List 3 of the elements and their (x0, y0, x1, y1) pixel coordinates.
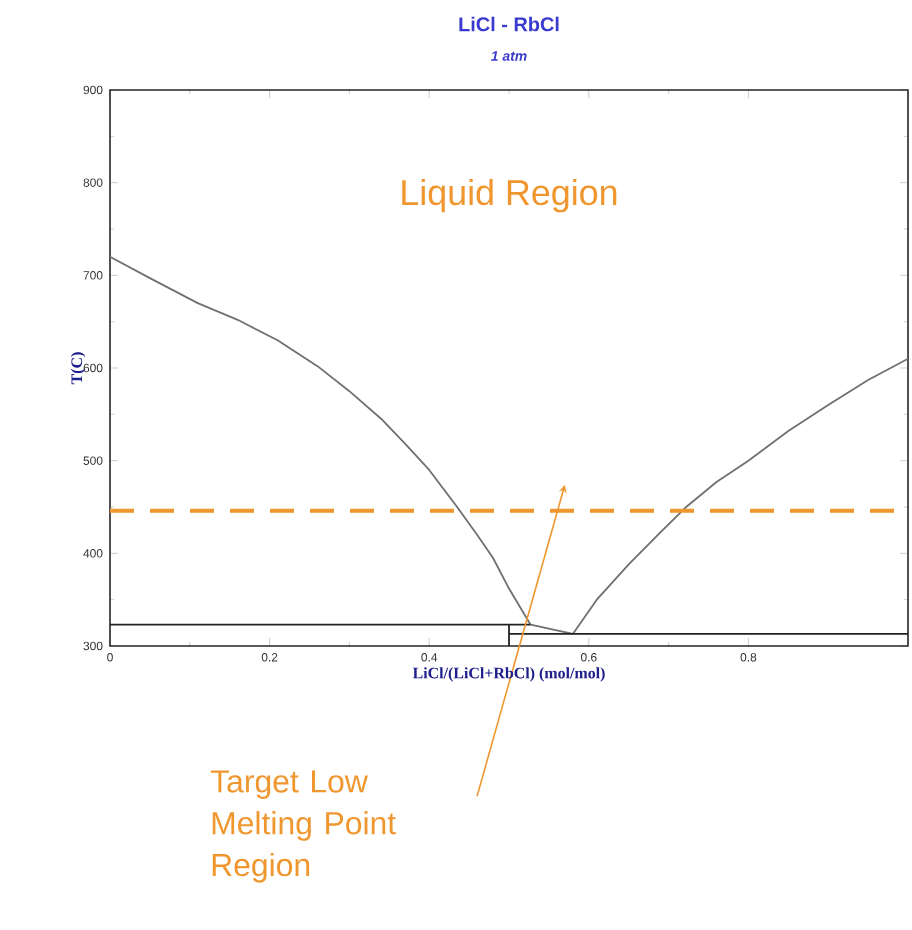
annotation: Liquid Region (402, 178, 617, 213)
chart-title: LiCl - RbCl (459, 16, 559, 32)
text: Target Low Melting Point Region (210, 770, 396, 883)
